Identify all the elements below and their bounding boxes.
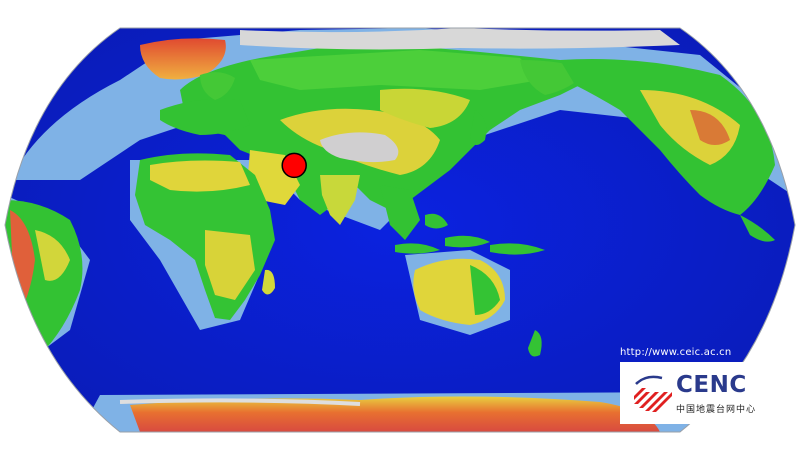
epicenter-marker xyxy=(281,152,307,179)
north-america xyxy=(560,59,775,215)
cenc-logo: CENC 中国地震台网中心 xyxy=(620,362,788,424)
cenc-logo-text: CENC xyxy=(676,372,747,398)
greenland xyxy=(140,38,226,80)
antarctica xyxy=(130,396,660,432)
india xyxy=(320,175,360,225)
tibetan-plateau xyxy=(320,132,399,163)
europe xyxy=(160,98,250,135)
source-url-watermark: http://www.ceic.ac.cn xyxy=(620,347,732,358)
cenc-logo-subtitle: 中国地震台网中心 xyxy=(676,405,757,415)
map-border xyxy=(4,27,796,433)
cenc-logo-icon xyxy=(634,375,672,412)
